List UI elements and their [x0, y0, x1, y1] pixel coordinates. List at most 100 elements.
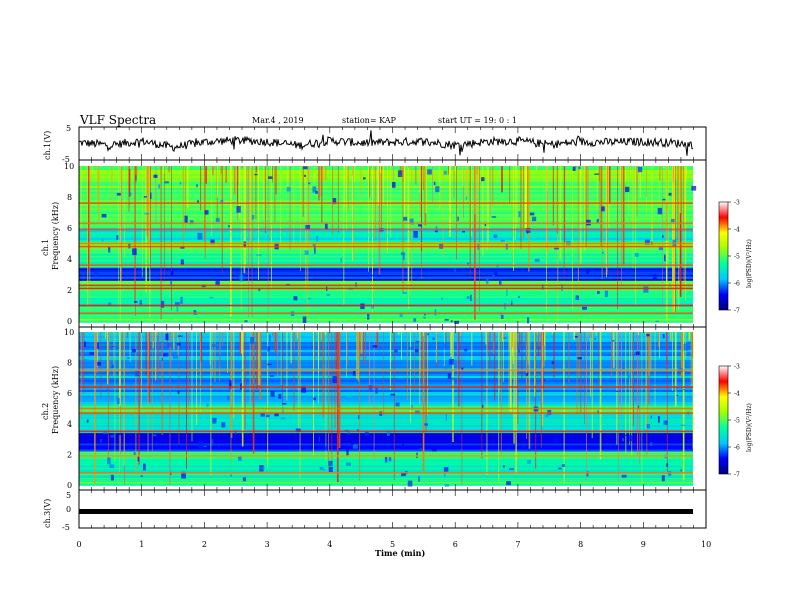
colorbar-tick-label: -6 — [734, 445, 740, 452]
spectrogram-row — [79, 364, 693, 366]
spectrogram-patch — [138, 270, 143, 272]
spectrogram-streak — [363, 332, 364, 361]
spectrogram-streak — [436, 332, 438, 367]
spectrogram-streak — [682, 332, 685, 481]
spectrogram-patch — [444, 484, 450, 487]
spectrogram-streak — [585, 166, 587, 248]
spectrogram-patch — [658, 247, 664, 251]
spectrogram-line — [79, 228, 693, 231]
spectrogram-row — [79, 393, 693, 396]
spectrogram-streak — [535, 166, 537, 170]
spectrogram-patch — [108, 246, 111, 253]
colorbar-tick-label: -4 — [734, 391, 740, 398]
spectrogram-patch — [518, 295, 521, 299]
spectrogram-row — [79, 218, 693, 220]
spectrogram-row — [79, 467, 693, 470]
spectrogram-row — [79, 190, 693, 192]
spectrogram-streak — [500, 332, 502, 456]
spectrogram-streak — [540, 332, 542, 448]
spectrogram-row — [79, 340, 693, 342]
spectrogram-streak — [672, 166, 675, 312]
spectrogram-streak — [536, 332, 538, 334]
spectrogram-row — [79, 344, 693, 346]
spectrogram-streak — [646, 332, 648, 456]
ch3-ylabel: ch.3(V) — [43, 499, 52, 528]
spectrogram-patch — [494, 271, 498, 276]
spectrogram-streak — [573, 332, 576, 340]
spectrogram-patch — [596, 218, 599, 223]
spectrogram-patch — [420, 447, 423, 450]
spectrogram-patch — [403, 216, 408, 221]
frequency-tick-label: 6 — [67, 224, 72, 233]
spectrogram-streak — [422, 332, 424, 336]
spectrogram-streak — [419, 332, 421, 374]
spectrogram-streak — [510, 332, 512, 412]
spectrogram-streak — [520, 166, 522, 249]
spectrogram-streak — [546, 166, 547, 314]
spectrogram-streak — [148, 166, 149, 257]
spectrogram-streak — [360, 332, 363, 354]
ch1-ytick-bottom: -5 — [62, 155, 70, 164]
spectrogram-streak — [613, 332, 615, 368]
spectrogram-streak — [237, 166, 238, 204]
spectrogram-streak — [135, 332, 137, 477]
spectrogram-streak — [346, 332, 347, 378]
spectrogram-patch — [409, 347, 414, 350]
spectrogram-patch — [525, 373, 529, 376]
ch2-spectrogram-panel: 0 2 4 6 8 10 ch.2 Frequency (kHz) — [41, 326, 707, 491]
spectrogram-streak — [393, 332, 395, 480]
spectrogram-streak — [410, 332, 412, 371]
spectrogram-row — [79, 441, 693, 444]
spectrogram-streak — [419, 166, 421, 194]
spectrogram-streak — [360, 166, 362, 196]
spectrogram-streak — [166, 332, 168, 349]
figure-title: VLF Spectra — [79, 113, 156, 127]
spectrogram-patch — [209, 296, 214, 299]
spectrogram-streak — [168, 166, 170, 173]
spectrogram-patch — [662, 334, 665, 339]
spectrogram-streak — [525, 332, 527, 392]
spectrogram-row — [79, 465, 693, 468]
spectrogram-streak — [80, 166, 82, 230]
spectrogram-streak — [313, 166, 315, 185]
spectrogram-patch — [153, 174, 157, 178]
spectrogram-streak — [501, 166, 503, 193]
spectrogram-row — [79, 198, 693, 200]
spectrogram-patch — [324, 222, 328, 230]
spectrogram-row — [79, 168, 693, 170]
spectrogram-streak — [123, 332, 125, 466]
spectrogram-streak — [692, 332, 694, 359]
frequency-tick-label: 10 — [64, 328, 74, 337]
spectrogram-streak — [622, 166, 625, 265]
spectrogram-patch — [546, 379, 549, 381]
spectrogram-patch — [109, 464, 115, 469]
spectrogram-streak — [580, 332, 582, 413]
spectrogram-streak — [211, 166, 214, 176]
spectrogram-streak — [389, 332, 391, 391]
spectrogram-patch — [215, 217, 220, 222]
spectrogram-streak — [258, 332, 260, 385]
spectrogram-streak — [563, 332, 565, 389]
spectrogram-patch — [196, 184, 198, 188]
spectrogram-patch — [511, 300, 513, 306]
spectrogram-row — [79, 220, 693, 222]
spectrogram-patch — [111, 364, 114, 368]
spectrogram-patch — [601, 206, 605, 212]
spectrogram-streak — [690, 332, 692, 387]
spectrogram-row — [79, 483, 693, 486]
spectrogram-streak — [382, 166, 384, 206]
spectrogram-row — [79, 200, 693, 202]
spectrogram-patch — [259, 467, 265, 470]
spectrogram-patch — [447, 373, 452, 379]
spectrogram-row — [79, 409, 693, 412]
spectrogram-patch — [402, 440, 404, 447]
spectrogram-streak — [528, 166, 530, 272]
spectrogram-streak — [373, 332, 375, 462]
spectrogram-streak — [220, 166, 222, 174]
spectrogram-patch — [352, 370, 356, 376]
frequency-tick-label: 0 — [67, 481, 72, 490]
spectrogram-streak — [595, 332, 597, 336]
spectrogram-row — [79, 445, 693, 448]
spectrogram-streak — [564, 166, 566, 243]
